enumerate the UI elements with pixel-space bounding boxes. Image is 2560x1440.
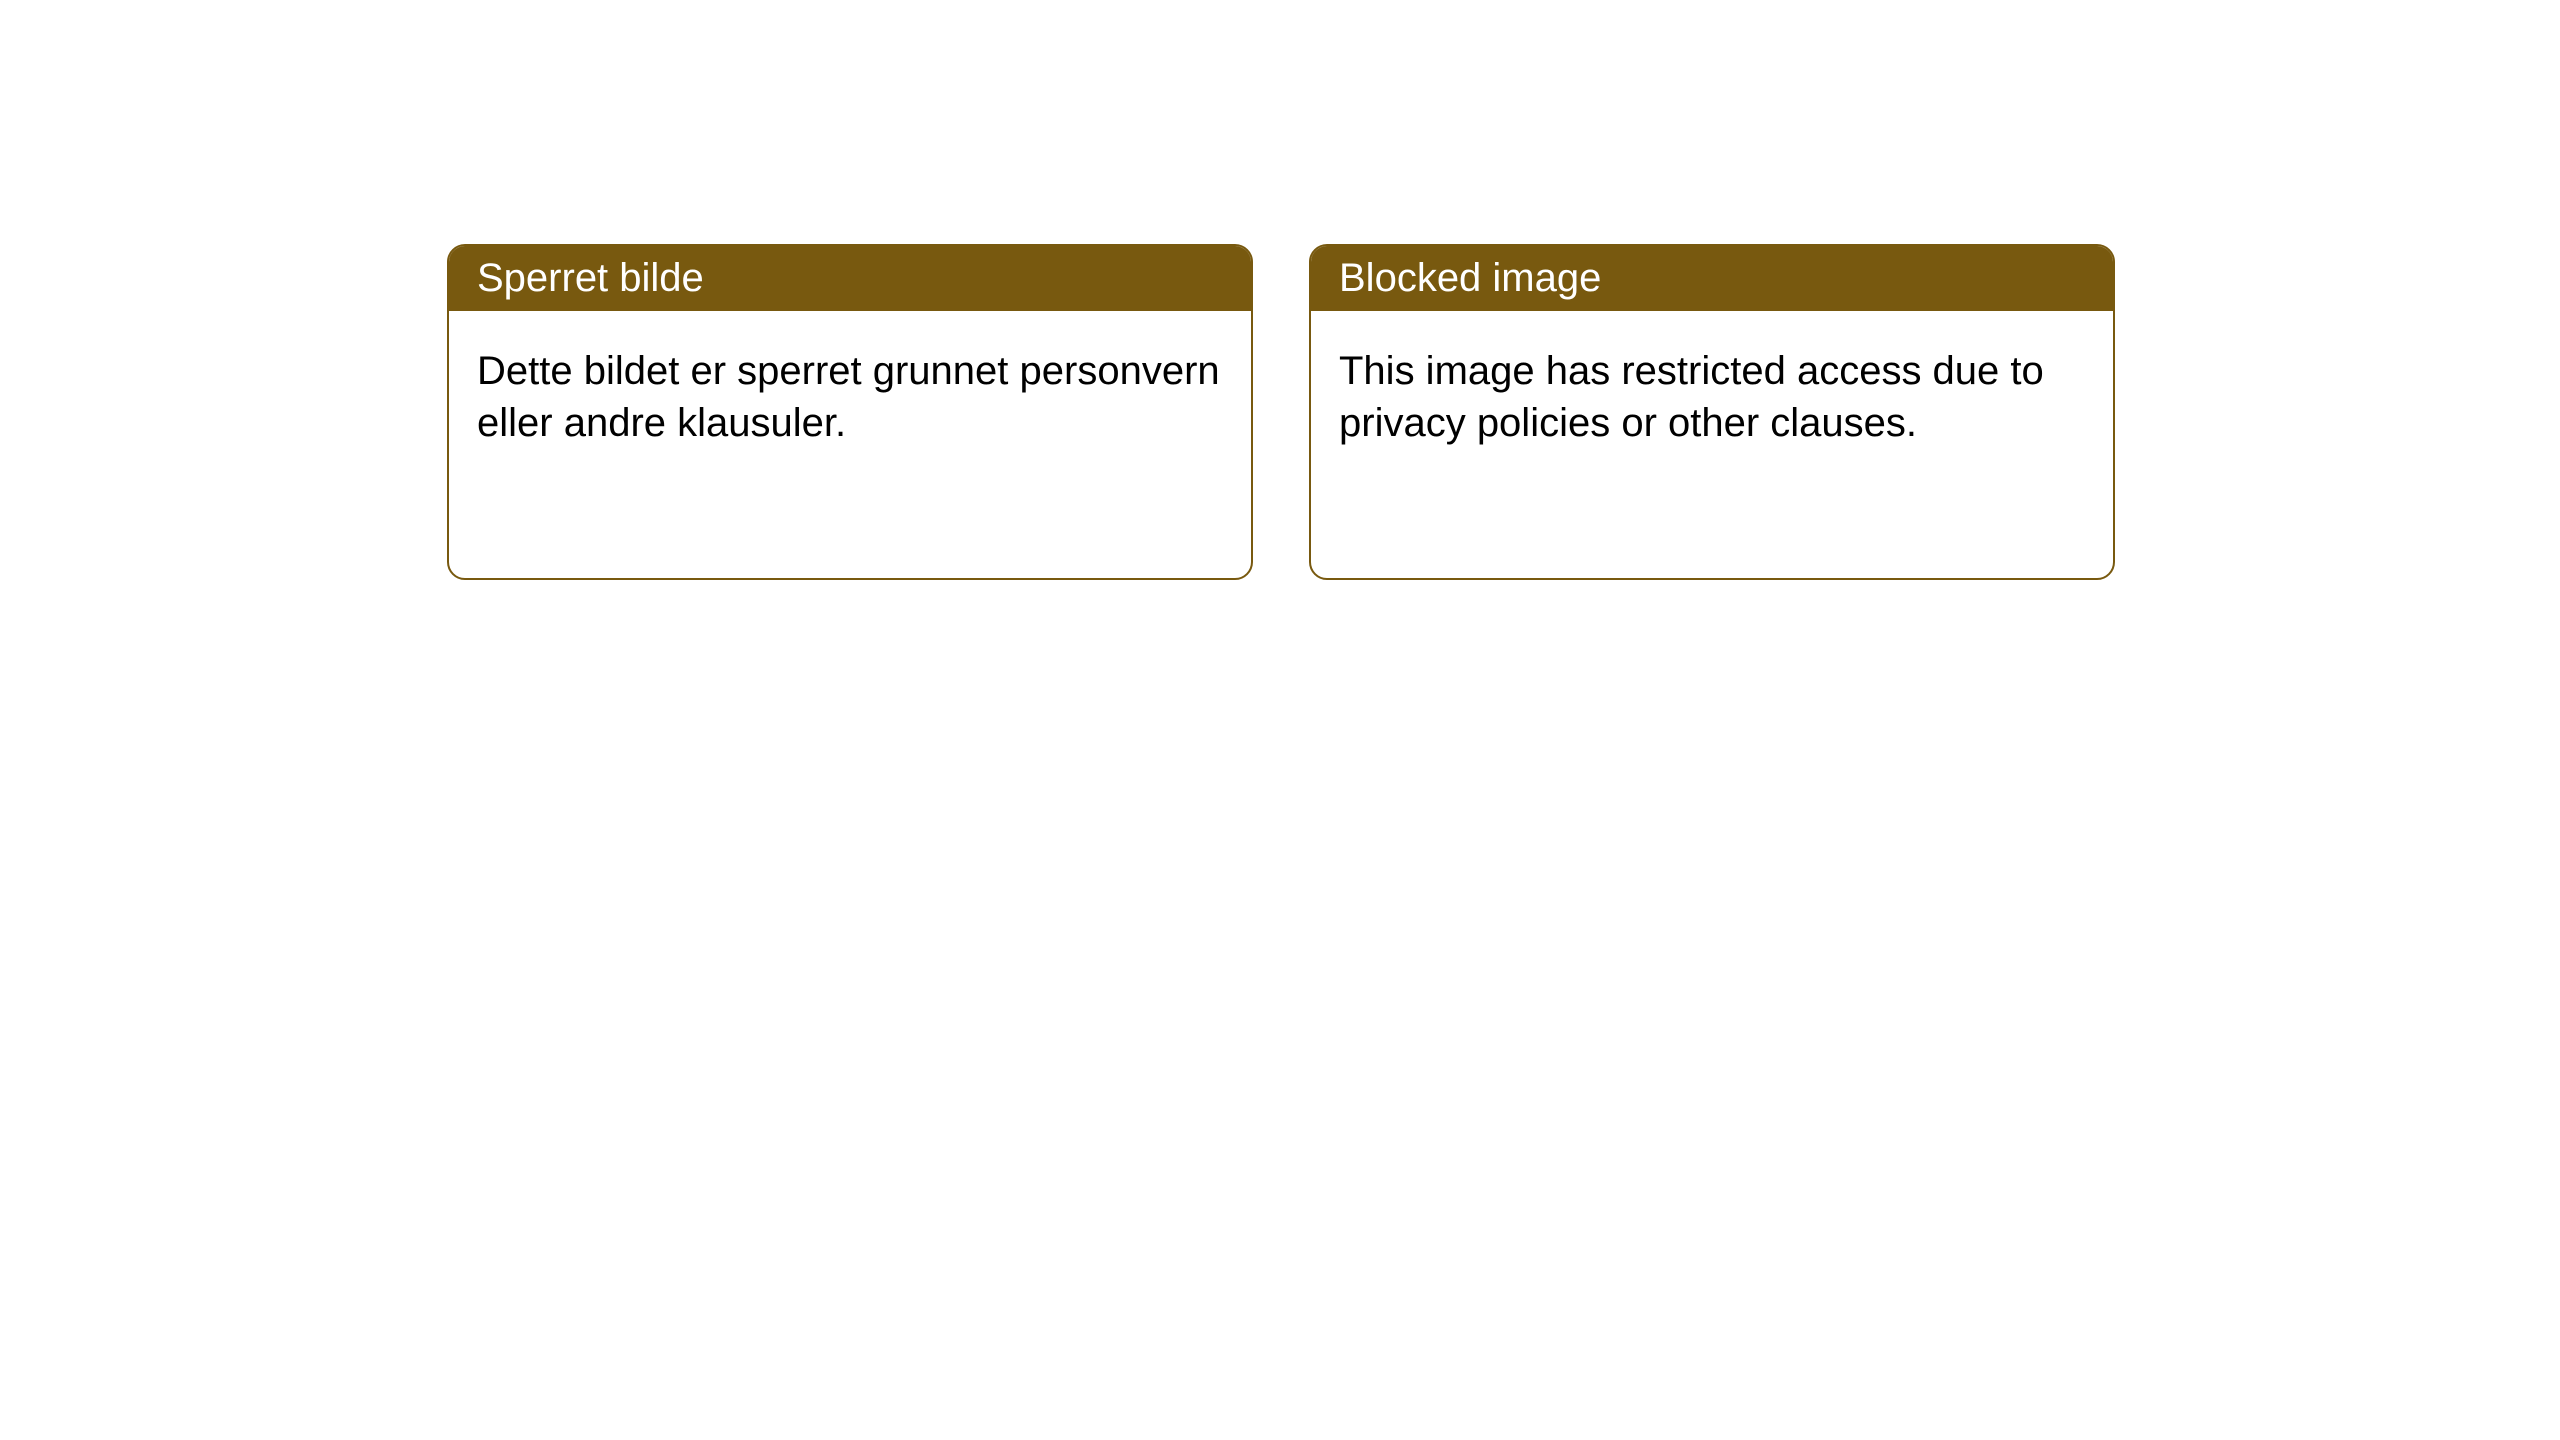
notice-body: This image has restricted access due to … (1311, 311, 2113, 483)
notice-card-english: Blocked image This image has restricted … (1309, 244, 2115, 580)
notice-card-norwegian: Sperret bilde Dette bildet er sperret gr… (447, 244, 1253, 580)
notice-body: Dette bildet er sperret grunnet personve… (449, 311, 1251, 483)
notice-container: Sperret bilde Dette bildet er sperret gr… (0, 0, 2560, 580)
notice-title: Blocked image (1311, 246, 2113, 311)
notice-title: Sperret bilde (449, 246, 1251, 311)
